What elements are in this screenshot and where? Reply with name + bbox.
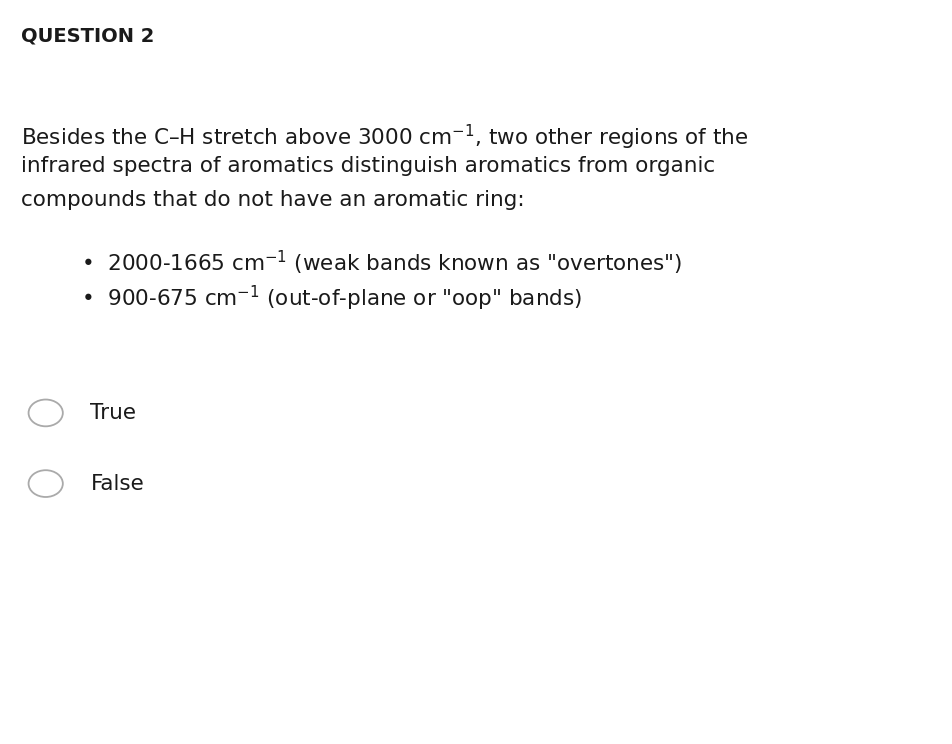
Text: True: True bbox=[90, 403, 136, 423]
Text: •  900-675 cm$^{-1}$ (out-of-plane or "oop" bands): • 900-675 cm$^{-1}$ (out-of-plane or "oo… bbox=[81, 284, 582, 313]
Text: Besides the C–H stretch above 3000 cm$^{-1}$, two other regions of the: Besides the C–H stretch above 3000 cm$^{… bbox=[21, 123, 748, 152]
Text: False: False bbox=[90, 474, 144, 493]
Text: QUESTION 2: QUESTION 2 bbox=[21, 26, 154, 45]
Text: •  2000-1665 cm$^{-1}$ (weak bands known as "overtones"): • 2000-1665 cm$^{-1}$ (weak bands known … bbox=[81, 249, 682, 278]
Text: infrared spectra of aromatics distinguish aromatics from organic: infrared spectra of aromatics distinguis… bbox=[21, 156, 715, 176]
Text: compounds that do not have an aromatic ring:: compounds that do not have an aromatic r… bbox=[21, 190, 525, 210]
